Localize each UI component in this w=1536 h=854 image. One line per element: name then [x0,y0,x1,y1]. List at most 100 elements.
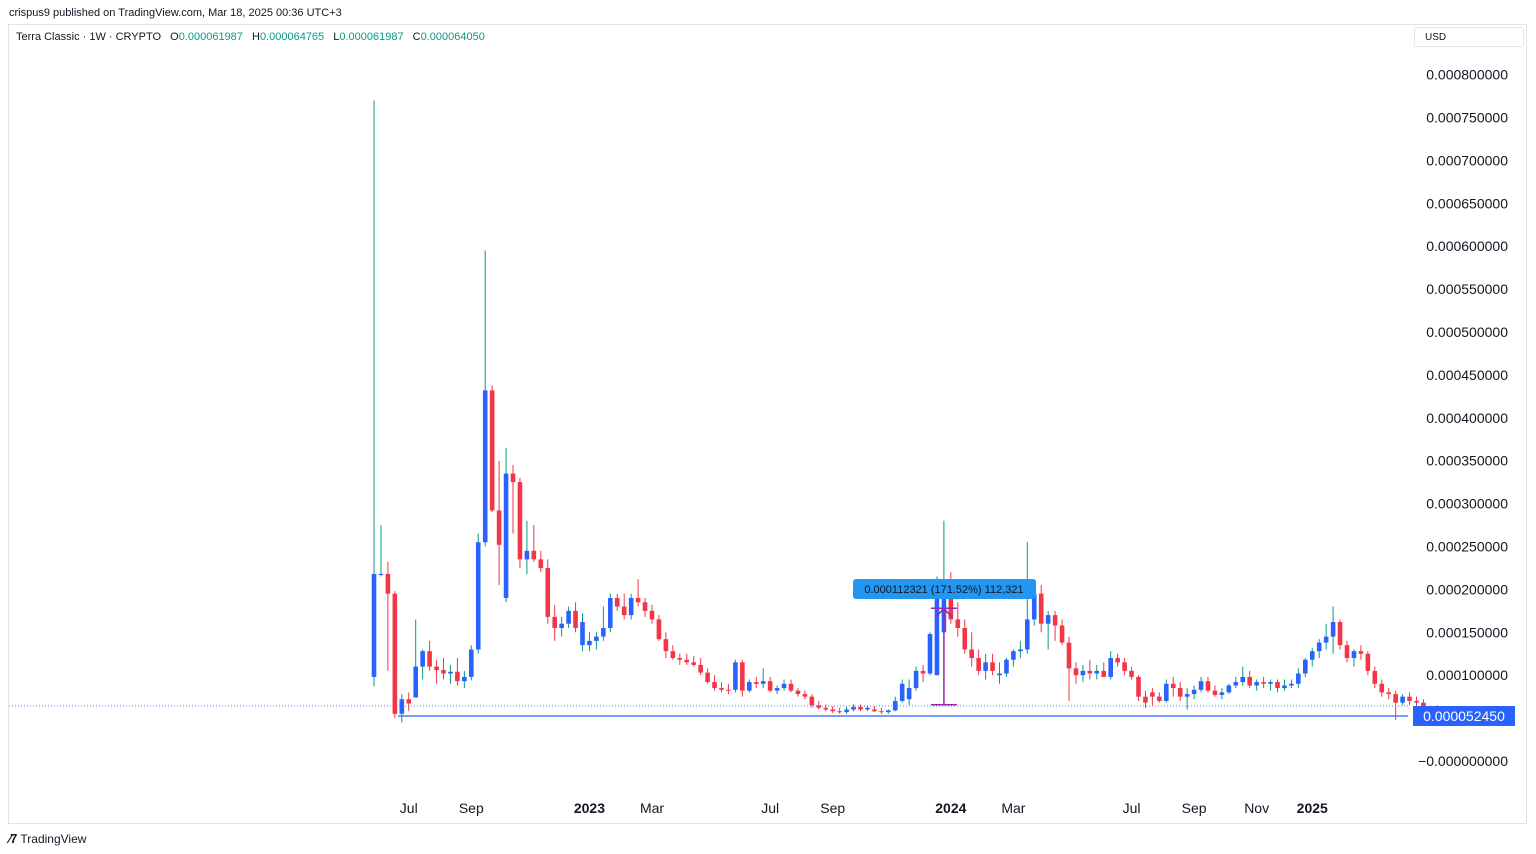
x-tick-label: Sep [1182,800,1207,816]
candle-body [580,622,585,646]
candle-body [489,390,495,511]
x-tick-label: 2023 [574,800,605,816]
open-label: O [170,31,179,43]
candle-body [955,619,961,629]
candle-body [1351,651,1357,659]
currency-selector[interactable]: USD [1414,27,1524,47]
candle-body [1303,659,1308,674]
candle-body [385,573,391,594]
x-tick-label: Mar [1001,800,1025,816]
candle-body [670,651,676,659]
candle-body [698,664,703,673]
candle-body [371,573,377,677]
candle-body [413,666,418,698]
candle-body [587,640,592,646]
candle-body [545,567,551,617]
candle-body [469,649,474,677]
candle-body [1212,690,1218,695]
candle-body [1038,593,1044,624]
candle-body [767,681,773,691]
candle-body [719,688,724,690]
y-tick-label: 0.000700000 [1426,152,1508,168]
candle-body [753,682,759,684]
candle-body [517,482,523,560]
candle-body [760,681,766,684]
candle-body [976,658,981,671]
candle-body [573,610,578,629]
y-tick-label: 0.000300000 [1426,496,1508,512]
x-tick-label: Sep [820,800,845,816]
candle-body [1115,658,1120,663]
candle-body [886,710,891,713]
tradingview-mark-icon: ⁄7 [9,831,17,846]
candle-body [1289,683,1294,686]
candle-body [1080,670,1086,676]
candle-body [642,602,648,611]
candle-body [1275,682,1280,689]
candle-body [990,662,995,671]
candle-body [1400,696,1405,703]
candle-body [781,683,787,689]
candle-body [684,659,690,663]
candle-body [830,709,835,712]
publisher-caption: crispus9 published on TradingView.com, M… [9,7,342,19]
candle-body [934,597,940,676]
y-tick-label: −0.000000000 [1418,753,1508,769]
candle-body [1031,593,1037,620]
candle-body [1066,642,1072,669]
y-tick-label: 0.000500000 [1426,324,1508,340]
candle-body [774,688,780,691]
candle-body [1365,653,1371,671]
y-tick-label: 0.000600000 [1426,238,1508,254]
candle-body [378,573,384,575]
candle-body [1129,670,1134,677]
candle-body [1205,681,1211,691]
candle-body [712,682,717,689]
candle-body [899,683,905,701]
candle-body [649,610,655,620]
hline-price-badge [1413,705,1515,726]
candle-body [1004,659,1009,674]
x-tick-label: Jul [1123,800,1141,816]
candle-body [1268,682,1273,684]
candle-body [1122,662,1127,671]
low-label: L [333,31,340,43]
candle-body [726,689,731,691]
candle-body [1059,625,1065,643]
candle-body [1330,622,1336,637]
symbol-title[interactable]: Terra Classic · 1W · CRYPTO [16,31,162,43]
candle-body [913,670,919,689]
y-tick-label: 0.000150000 [1426,624,1508,640]
measure-label: 0.000112321 (171.52%) 112,321 [864,584,1023,596]
candle-body [1261,682,1266,684]
candle-body [1344,645,1350,659]
candle-body [1219,692,1225,695]
symbol-legend: Terra Classic · 1W · CRYPTO O0.000061987… [16,31,485,43]
y-tick-label: 0.000100000 [1426,667,1508,683]
candle-body [1407,696,1412,701]
candle-body [496,510,502,545]
candle-body [628,597,634,616]
candle-body [635,597,641,603]
candle-body [1045,615,1051,624]
candle-body [1296,673,1301,684]
candle-body [1254,682,1259,686]
candle-body [399,699,405,714]
candle-body [1164,683,1169,701]
candle-body [566,610,571,624]
candle-body [740,662,745,691]
candle-body [823,707,829,710]
candle-body [427,651,432,667]
candle-body [1170,683,1176,689]
tradingview-logo[interactable]: ⁄7 TradingView [9,831,86,846]
candle-body [538,559,544,568]
candle-body [1337,622,1343,646]
candle-body [1018,649,1023,652]
candle-body [1358,651,1364,654]
close-label: C [412,31,421,43]
candle-body [482,390,488,543]
y-tick-label: 0.000650000 [1426,195,1508,211]
candle-body [1240,676,1246,683]
brand-name: TradingView [20,831,87,846]
